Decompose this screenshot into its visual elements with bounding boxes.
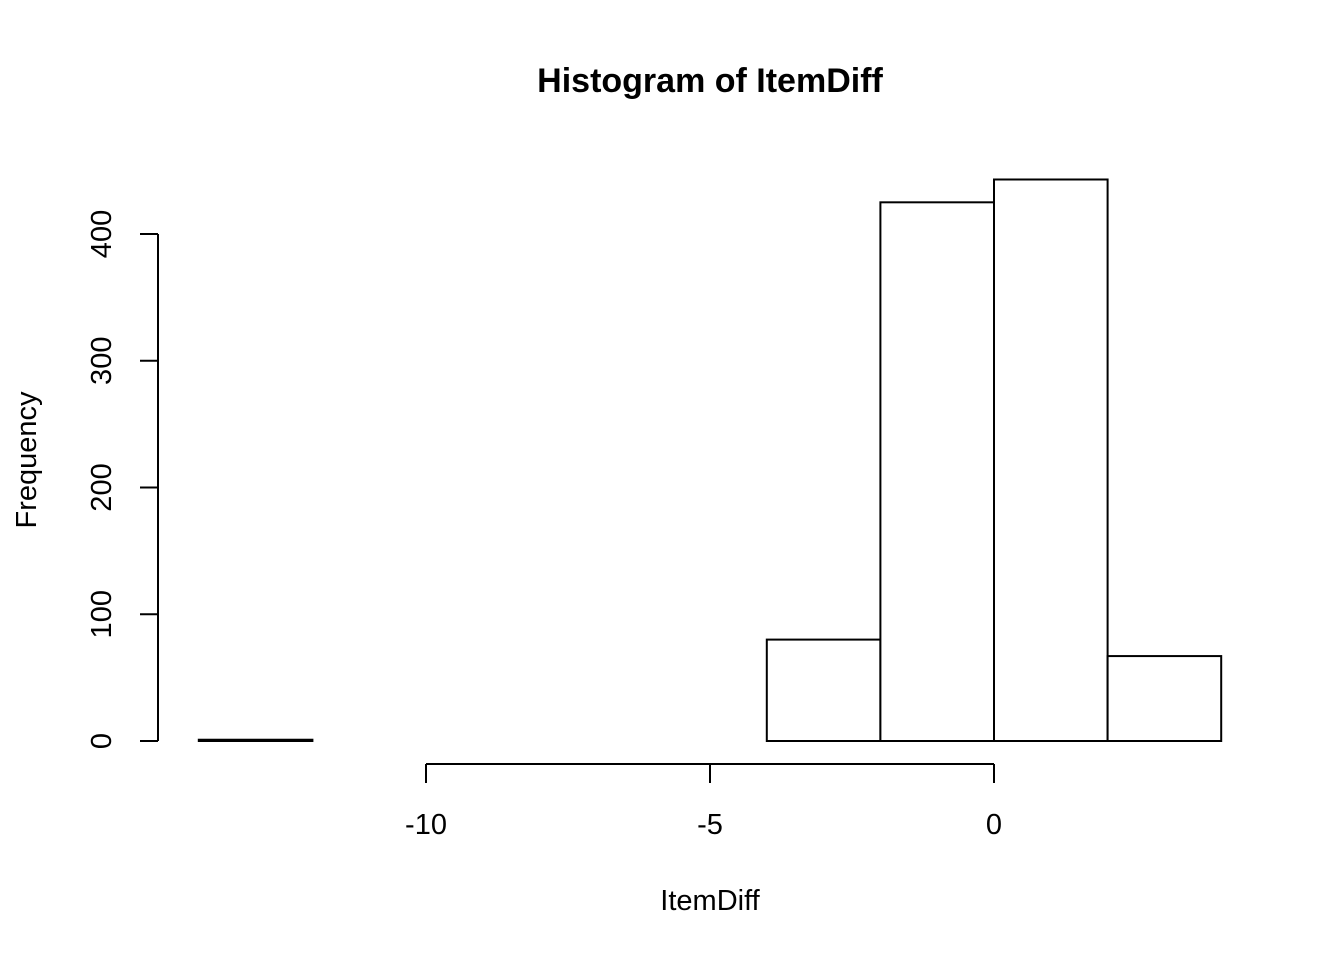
y-tick-label: 400 bbox=[86, 210, 118, 258]
histogram-bar-8 bbox=[1106, 655, 1223, 743]
x-tick-label: -10 bbox=[405, 809, 447, 841]
y-axis: 0 100 200 300 400 bbox=[86, 210, 159, 749]
x-tick-label: 0 bbox=[986, 809, 1002, 841]
x-tick-label: -5 bbox=[697, 809, 723, 841]
y-axis-label: Frequency bbox=[11, 391, 43, 529]
histogram-bar-0 bbox=[197, 738, 314, 742]
y-tick-label: 200 bbox=[86, 463, 118, 511]
histogram-bar-6 bbox=[879, 201, 996, 742]
chart-title: Histogram of ItemDiff bbox=[537, 62, 883, 100]
histogram-bar-5 bbox=[765, 638, 882, 742]
y-tick-label: 0 bbox=[86, 733, 118, 749]
x-axis: -10 -5 0 bbox=[405, 763, 1002, 841]
x-axis-label: ItemDiff bbox=[660, 885, 760, 917]
bars-group bbox=[197, 178, 1223, 743]
y-tick-label: 300 bbox=[86, 337, 118, 385]
y-tick-label: 100 bbox=[86, 590, 118, 638]
histogram-bar-7 bbox=[993, 178, 1109, 742]
